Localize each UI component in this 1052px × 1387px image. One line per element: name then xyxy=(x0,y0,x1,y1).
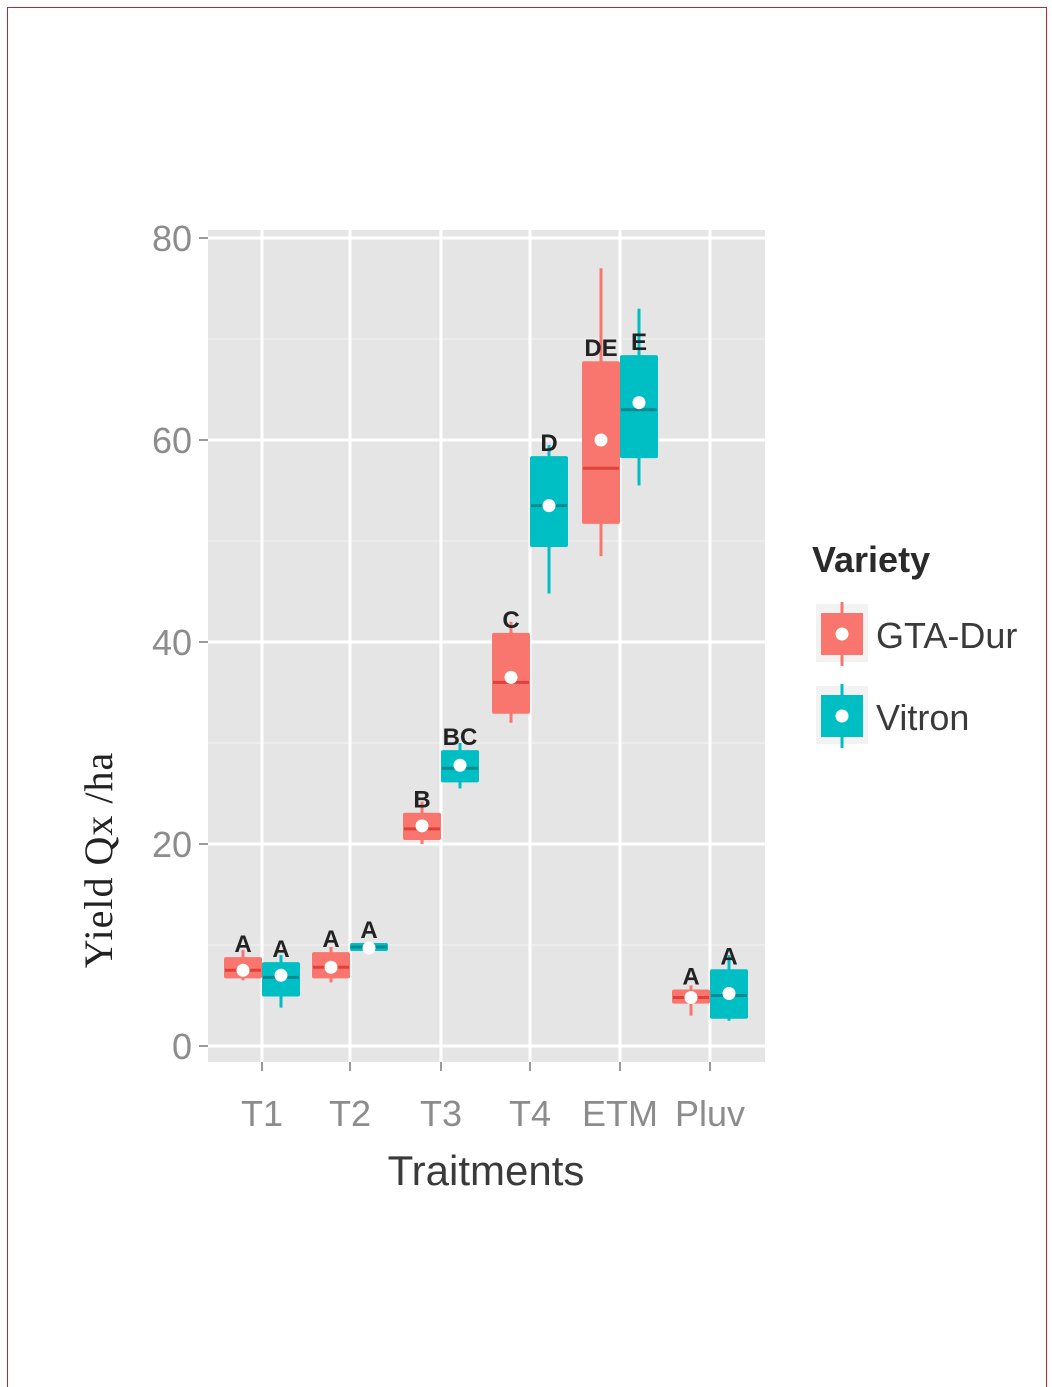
mean-point xyxy=(684,991,698,1005)
legend-title: Variety xyxy=(812,539,930,580)
legend-key-point xyxy=(835,627,849,641)
legend-key-point xyxy=(835,709,849,723)
x-tick-label: T1 xyxy=(241,1093,283,1134)
plot-panel xyxy=(208,230,765,1062)
y-tick-label: 80 xyxy=(152,218,192,259)
significance-letter: B xyxy=(413,787,430,814)
y-tick-label: 0 xyxy=(172,1026,192,1067)
significance-letter: DE xyxy=(584,335,617,362)
y-tick-label: 40 xyxy=(152,622,192,663)
x-tick-label: ETM xyxy=(582,1093,658,1134)
box-vitron-etm: E xyxy=(620,308,658,486)
significance-letter: BC xyxy=(443,724,478,751)
legend-key-vitron xyxy=(816,684,868,748)
significance-letter: A xyxy=(360,917,377,944)
box-gta-dur-etm: DE xyxy=(582,268,620,557)
mean-point xyxy=(415,819,429,833)
mean-point xyxy=(236,963,250,977)
box-vitron-pluv: A xyxy=(710,943,748,1021)
legend-key-gta-dur xyxy=(816,602,868,666)
x-tick-label: T3 xyxy=(420,1093,462,1134)
box-gta-dur-t1: A xyxy=(224,931,262,981)
box-gta-dur-t2: A xyxy=(312,926,350,983)
significance-letter: A xyxy=(234,931,251,958)
legend-label: Vitron xyxy=(876,697,969,738)
box-gta-dur-pluv: A xyxy=(672,963,710,1016)
box-vitron-t1: A xyxy=(262,936,300,1008)
mean-point xyxy=(594,433,608,447)
box-vitron-t3: BC xyxy=(441,724,479,789)
x-axis-title: Traitments xyxy=(388,1147,585,1194)
significance-letter: A xyxy=(682,963,699,990)
mean-point xyxy=(632,396,646,410)
x-tick-label: Pluv xyxy=(675,1093,745,1134)
significance-letter: A xyxy=(322,926,339,953)
mean-point xyxy=(362,941,376,955)
x-tick-label: T4 xyxy=(509,1093,551,1134)
x-tick-label: T2 xyxy=(329,1093,371,1134)
significance-letter: A xyxy=(720,943,737,970)
mean-point xyxy=(453,758,467,772)
y-axis-title: Yield Qx /ha xyxy=(76,752,121,968)
mean-point xyxy=(722,986,736,1000)
box-vitron-t2: A xyxy=(350,917,388,955)
significance-letter: E xyxy=(631,329,647,356)
mean-point xyxy=(324,960,338,974)
box-gta-dur-t4: C xyxy=(492,607,530,723)
significance-letter: D xyxy=(540,430,557,457)
y-tick-label: 20 xyxy=(152,824,192,865)
significance-letter: A xyxy=(272,936,289,963)
mean-point xyxy=(542,499,556,513)
box-vitron-t4: D xyxy=(530,430,568,594)
mean-point xyxy=(504,670,518,684)
y-tick-label: 60 xyxy=(152,420,192,461)
legend-label: GTA-Dur xyxy=(876,615,1017,656)
page-frame xyxy=(7,7,1047,1387)
significance-letter: C xyxy=(502,607,519,634)
box-gta-dur-t3: B xyxy=(403,787,441,844)
mean-point xyxy=(274,968,288,982)
